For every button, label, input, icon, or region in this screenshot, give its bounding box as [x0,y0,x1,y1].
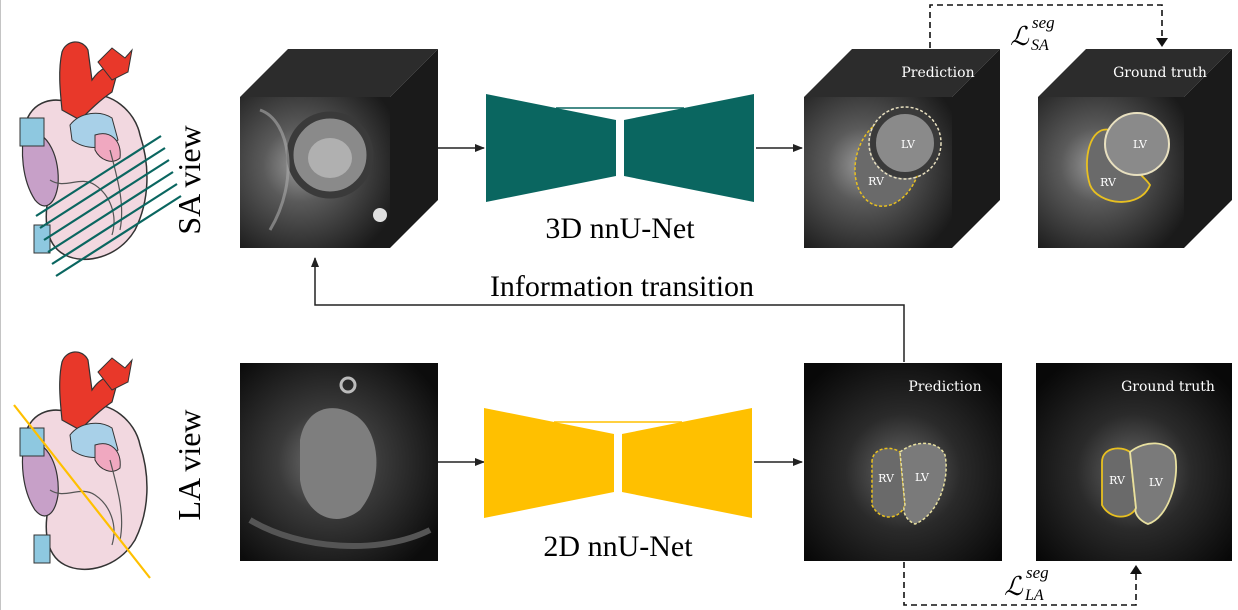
la-loss-symbol: ℒ seg LA [1004,563,1049,604]
heart-illustration-la [13,351,151,579]
sa-prediction-label: Prediction [901,65,974,81]
3d-nnunet-label: 3D nnU-Net [545,212,695,245]
la-view-label: LA view [171,409,207,520]
svg-text:LA: LA [1024,587,1044,604]
sa-ground-truth-label: Ground truth [1113,65,1207,81]
la-ground-truth-label: Ground truth [1121,379,1215,395]
3d-nnunet-block [486,94,754,202]
information-transition-arrow [311,257,905,362]
sa-loss-symbol: ℒ seg SA [1010,13,1055,54]
la-prediction-image: RV LV [804,363,1002,561]
la-gt-rv: RV [1109,474,1126,487]
la-prediction-rv: RV [878,472,895,485]
sa-prediction-rv: RV [868,175,885,188]
3d-nnunet-decoder [624,94,754,202]
2d-nnunet-block [484,408,752,518]
svg-text:seg: seg [1026,563,1049,582]
2d-nnunet-label: 2D nnU-Net [543,530,693,563]
sa-gt-rv: RV [1100,176,1117,189]
la-loss-bracket [903,562,1137,606]
la-prediction-lv: LV [915,471,930,484]
2d-nnunet-decoder [622,408,752,518]
sa-gt-lv: LV [1133,138,1148,151]
svg-text:ℒ: ℒ [1010,22,1030,51]
svg-text:seg: seg [1032,13,1055,32]
sa-loss-bracket [929,4,1163,48]
sa-view-label: SA view [171,125,207,234]
sa-prediction-lv: LV [901,138,916,151]
la-gt-lv: LV [1149,476,1164,489]
sa-ground-truth-volume: LV RV [1038,49,1232,248]
sa-input-volume [240,49,438,248]
2d-nnunet-encoder [484,408,614,518]
3d-nnunet-encoder [486,94,616,202]
la-prediction-label: Prediction [908,379,981,395]
svg-text:SA: SA [1031,37,1049,54]
sa-prediction-volume: LV RV [804,49,1000,248]
heart-illustration-sa [19,41,182,277]
la-ground-truth-image: RV LV [1036,363,1232,561]
svg-text:ℒ: ℒ [1004,572,1024,601]
la-input-image [240,363,438,561]
information-transition-label: Information transition [490,270,754,303]
